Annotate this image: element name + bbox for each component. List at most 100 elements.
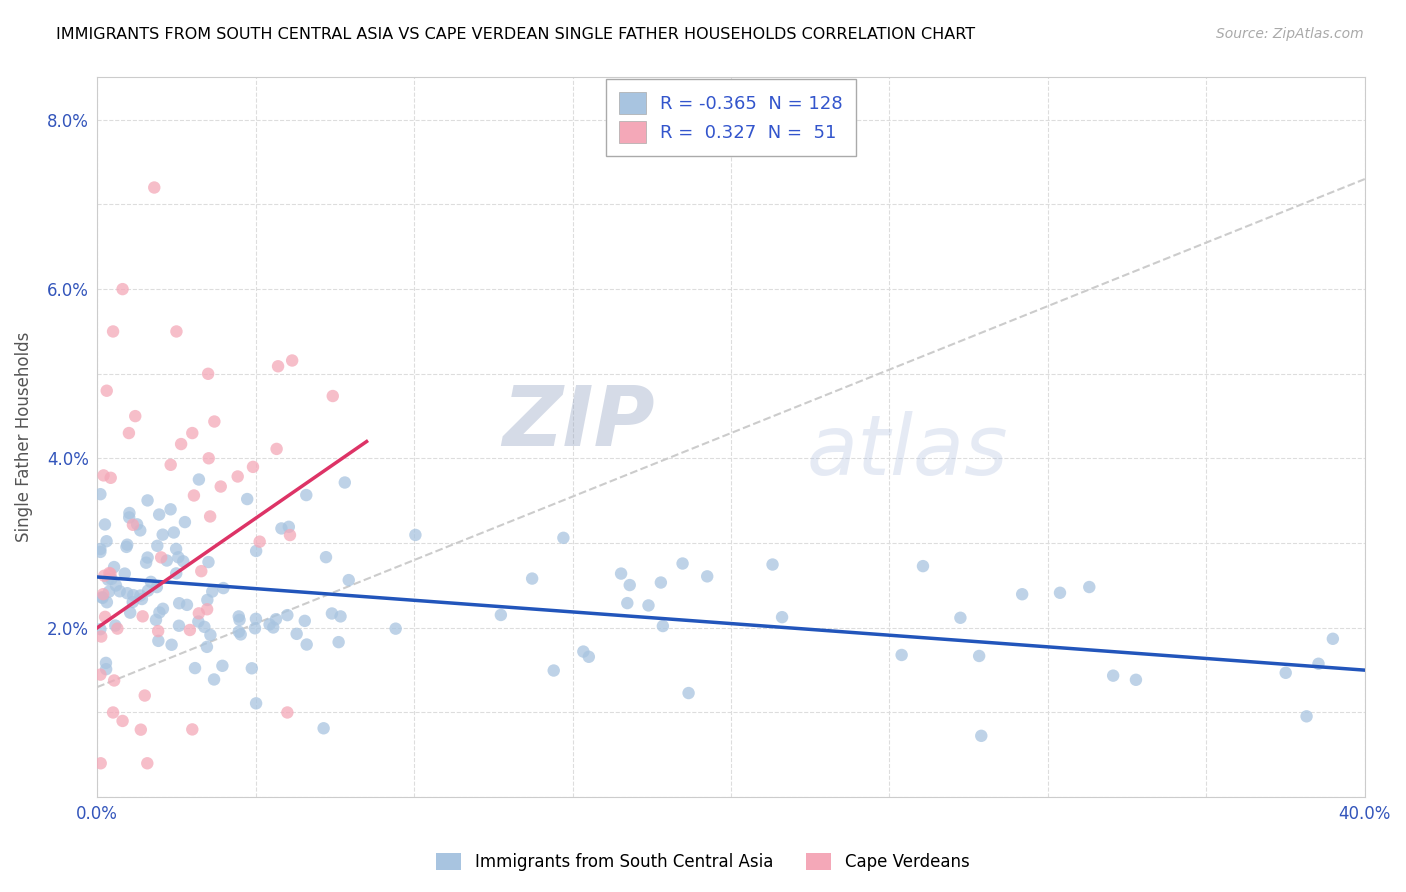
Point [136, 583, 159, 598]
Point [770, 610, 793, 624]
Point [696, 569, 718, 583]
Point [111, 714, 134, 728]
Point [249, 534, 271, 549]
Point [89, 667, 111, 681]
Point [294, 614, 316, 628]
Point [1322, 632, 1344, 646]
Point [183, 488, 205, 502]
Point [131, 592, 153, 607]
Point [181, 425, 204, 440]
Point [240, 661, 263, 675]
Point [104, 578, 127, 592]
Point [187, 615, 209, 629]
Point [1102, 668, 1125, 682]
Point [890, 648, 912, 662]
Point [90, 756, 112, 771]
Point [404, 528, 426, 542]
Point [270, 521, 292, 535]
Point [202, 673, 225, 687]
Point [94, 610, 117, 624]
Point [148, 508, 170, 522]
Point [489, 607, 512, 622]
Point [259, 617, 281, 632]
Point [172, 554, 194, 568]
Point [1049, 586, 1071, 600]
Point [236, 491, 259, 506]
Point [276, 608, 298, 623]
Point [159, 458, 181, 472]
Point [329, 609, 352, 624]
Point [312, 721, 335, 735]
Point [152, 601, 174, 615]
Point [90, 630, 112, 644]
Point [129, 723, 152, 737]
Point [243, 621, 266, 635]
Point [1078, 580, 1101, 594]
Point [146, 539, 169, 553]
Point [165, 566, 187, 581]
Point [228, 609, 250, 624]
Point [1011, 587, 1033, 601]
Point [100, 471, 122, 485]
Point [139, 574, 162, 589]
Point [195, 593, 218, 607]
Point [163, 525, 186, 540]
Point [911, 559, 934, 574]
Point [89, 487, 111, 501]
Point [384, 622, 406, 636]
Point [89, 622, 111, 636]
Point [245, 696, 267, 710]
Point [195, 602, 218, 616]
Point [124, 409, 146, 424]
Point [195, 640, 218, 654]
Point [197, 555, 219, 569]
Legend: R = -0.365  N = 128, R =  0.327  N =  51: R = -0.365 N = 128, R = 0.327 N = 51 [606, 79, 856, 156]
Point [101, 706, 124, 720]
Point [104, 618, 127, 632]
Point [93, 568, 115, 582]
Point [118, 425, 141, 440]
Point [179, 623, 201, 637]
Point [143, 180, 166, 194]
Text: IMMIGRANTS FROM SOUTH CENTRAL ASIA VS CAPE VERDEAN SINGLE FATHER HOUSEHOLDS CORR: IMMIGRANTS FROM SOUTH CENTRAL ASIA VS CA… [56, 27, 976, 42]
Point [181, 723, 204, 737]
Point [148, 633, 170, 648]
Point [1295, 709, 1317, 723]
Text: ZIP: ZIP [502, 383, 655, 464]
Point [267, 359, 290, 374]
Point [115, 538, 138, 552]
Point [160, 638, 183, 652]
Point [136, 550, 159, 565]
Point [678, 686, 700, 700]
Point [1125, 673, 1147, 687]
Point [245, 612, 267, 626]
Point [949, 611, 972, 625]
Point [100, 566, 122, 581]
Point [226, 469, 249, 483]
Point [97, 573, 120, 587]
Point [285, 627, 308, 641]
Point [187, 607, 209, 621]
Point [212, 581, 235, 595]
Point [1274, 665, 1296, 680]
Point [115, 540, 138, 554]
Point [193, 620, 215, 634]
Point [242, 459, 264, 474]
Point [281, 353, 304, 368]
Point [211, 658, 233, 673]
Point [174, 515, 197, 529]
Point [229, 627, 252, 641]
Point [190, 564, 212, 578]
Point [520, 572, 543, 586]
Point [118, 506, 141, 520]
Point [146, 624, 169, 638]
Point [578, 649, 600, 664]
Point [187, 473, 209, 487]
Point [105, 622, 128, 636]
Point [156, 553, 179, 567]
Point [89, 545, 111, 559]
Point [129, 589, 152, 603]
Point [146, 580, 169, 594]
Point [93, 468, 115, 483]
Point [96, 384, 118, 398]
